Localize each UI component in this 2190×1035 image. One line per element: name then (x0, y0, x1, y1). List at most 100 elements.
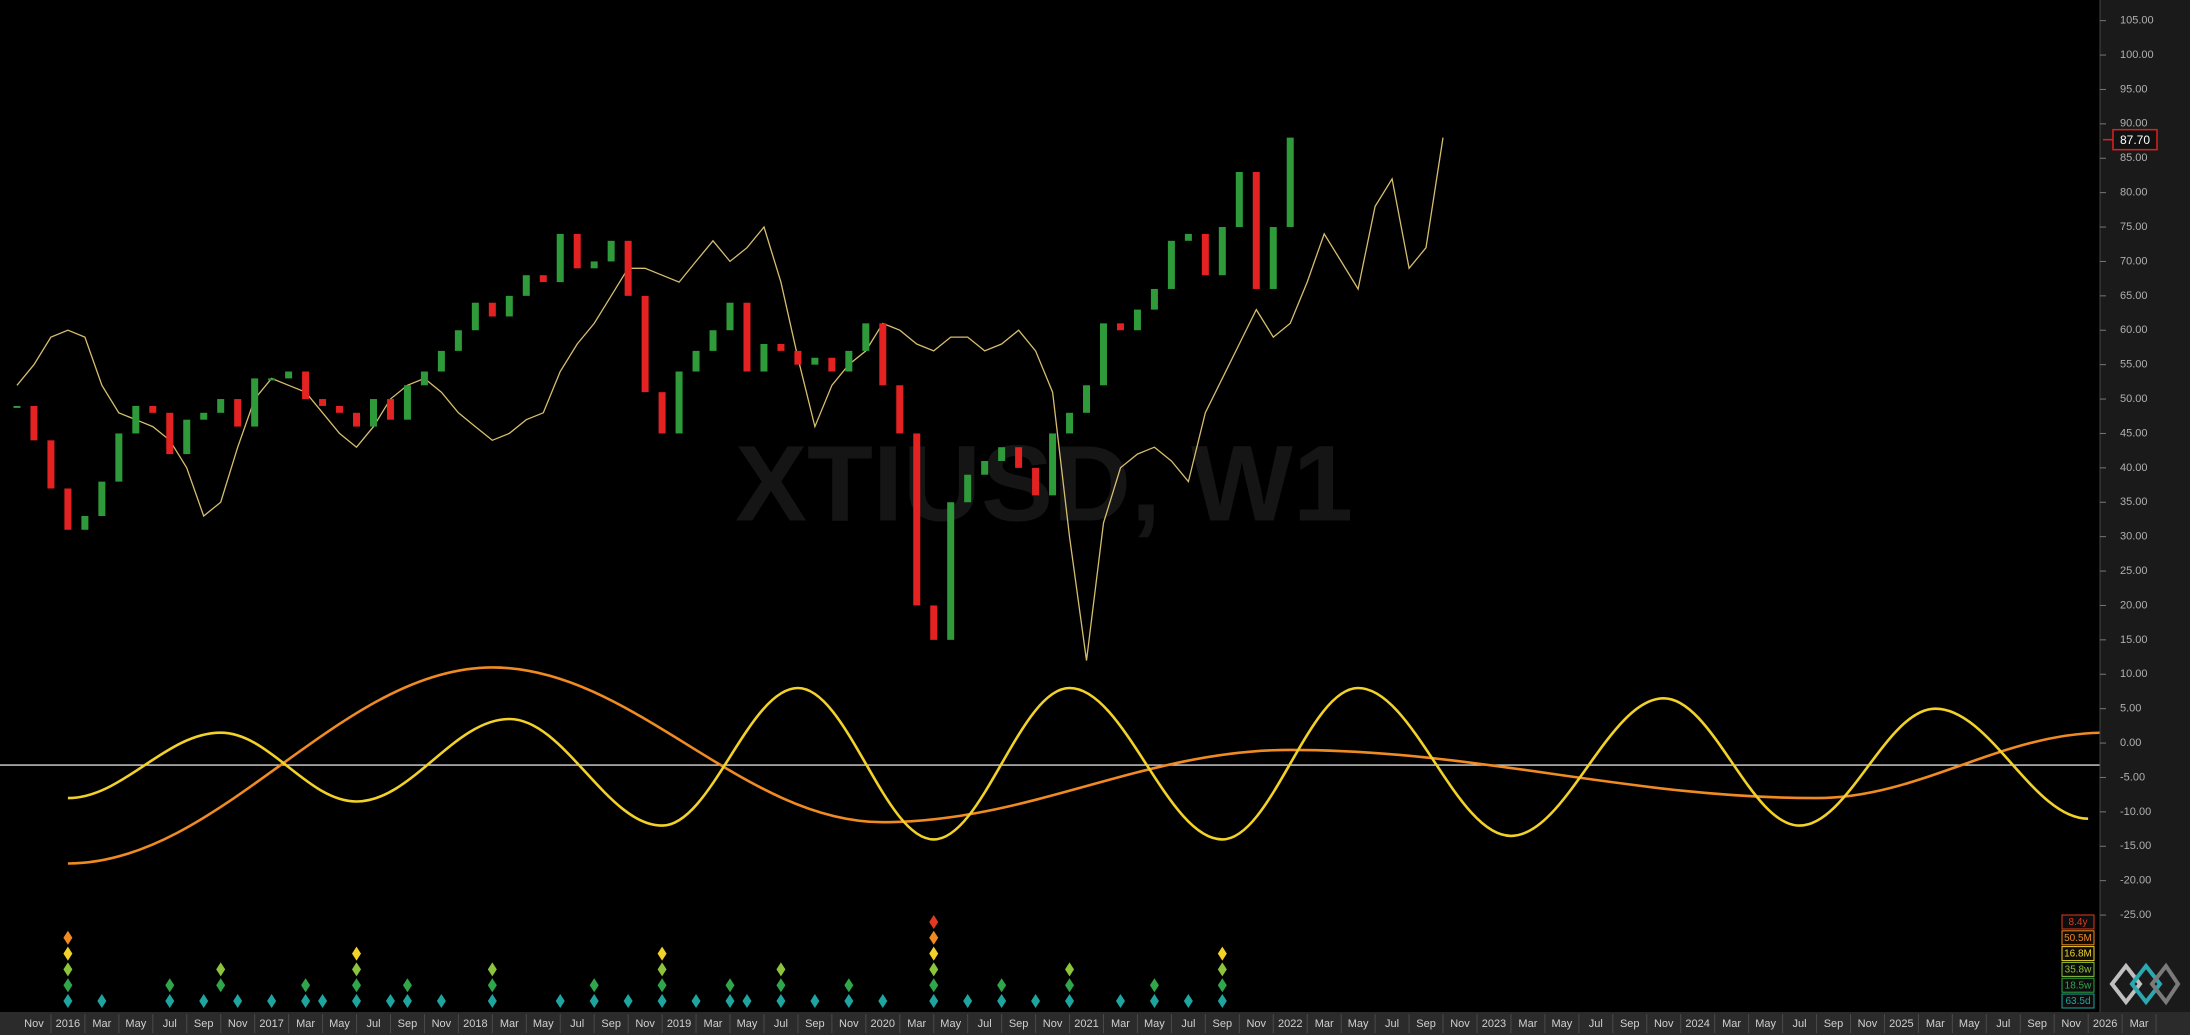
price-bar (132, 405, 140, 434)
x-tick-label: Nov (1654, 1018, 1674, 1030)
price-bar (607, 240, 615, 262)
price-bar (115, 433, 123, 482)
x-tick-label: Mar (907, 1018, 926, 1030)
y-axis: 105.00 100.00 95.00 90.00 85.00 80.00 75.00 70.… (2100, 15, 2158, 921)
price-bar (166, 412, 174, 455)
cycle-marker (199, 994, 209, 1008)
y-tick-label: 5.00 (2120, 703, 2141, 715)
cycle-marker (165, 994, 175, 1008)
price-bar (319, 399, 327, 406)
x-tick-label: Mar (1926, 1018, 1945, 1030)
x-tick-label: Mar (1111, 1018, 1130, 1030)
price-bar (437, 350, 445, 372)
y-tick-label: 80.00 (2120, 187, 2148, 199)
price-bar (64, 488, 72, 530)
price-bar (998, 447, 1006, 461)
x-tick-label: 2018 (463, 1018, 487, 1030)
x-tick-label: Jul (774, 1018, 788, 1030)
cycle-marker (997, 994, 1007, 1008)
x-tick-label: Jul (1385, 1018, 1399, 1030)
x-tick-label: 2023 (1482, 1018, 1506, 1030)
price-bar (471, 302, 479, 331)
cycle-marker (63, 946, 73, 961)
x-tick-label: May (1144, 1018, 1165, 1030)
y-tick-label: 10.00 (2120, 668, 2148, 680)
y-tick-label: 100.00 (2120, 49, 2154, 61)
legend-box (2061, 946, 2095, 962)
cycle-marker (725, 994, 735, 1008)
x-tick-label: 2026 (2093, 1018, 2117, 1030)
x-tick-label: May (125, 1018, 146, 1030)
cycle-marker (1217, 962, 1227, 977)
cycle-marker (963, 994, 973, 1008)
legend-label: 16.8M (2064, 949, 2092, 960)
logo-shape (2129, 962, 2163, 1006)
y-tick-label: 35.00 (2120, 496, 2148, 508)
cycle-marker (691, 994, 701, 1008)
price-bar (30, 405, 38, 441)
x-tick-label: Nov (1450, 1018, 1470, 1030)
x-tick-label: Nov (1858, 1018, 1878, 1030)
price-bar (1184, 233, 1192, 241)
legend-label: 35.8w (2065, 965, 2092, 976)
cycle-marker (1065, 978, 1075, 993)
cycle-marker (165, 978, 175, 993)
price-bar (1218, 227, 1226, 276)
legend-label: 18.5w (2065, 980, 2092, 991)
cycle-marker (1115, 994, 1125, 1008)
price-bar (369, 399, 377, 427)
cycle-marker (657, 978, 667, 993)
x-tick-label: May (533, 1018, 554, 1030)
x-tick-label: Sep (1213, 1018, 1233, 1030)
price-bar (285, 371, 293, 379)
price-bar (353, 412, 361, 427)
cycle-marker (742, 994, 752, 1008)
cycle-marker (301, 994, 311, 1008)
price-bar (862, 323, 870, 351)
y-tick-label: 45.00 (2120, 427, 2148, 439)
price-bar (964, 474, 972, 503)
x-tick-label: Sep (1416, 1018, 1436, 1030)
x-tick-label: Sep (1620, 1018, 1640, 1030)
cycle-marker (352, 978, 362, 993)
x-tick-label: Sep (398, 1018, 418, 1030)
cycle-marker (929, 994, 939, 1008)
cycle-legend: 8.4y 50.5M 16.8M 35.8w 18.5w 63.5d (2061, 914, 2095, 1009)
cycle-marker (589, 994, 599, 1008)
cycle-marker (402, 978, 412, 993)
x-tick-label: Nov (1043, 1018, 1063, 1030)
price-bar (302, 371, 310, 400)
price-bar (743, 302, 751, 372)
x-tick-label: 2016 (56, 1018, 80, 1030)
price-bar (777, 344, 785, 351)
price-bar (149, 405, 157, 413)
cycle-marker (844, 994, 854, 1008)
price-bar (13, 405, 21, 408)
y-tick-label: 90.00 (2120, 118, 2148, 130)
x-tick-label: May (737, 1018, 758, 1030)
price-bar (879, 323, 887, 386)
x-tick-label: May (1551, 1018, 1572, 1030)
price-bar (251, 378, 259, 427)
cycle-wave (67, 686, 2089, 841)
cycle-marker (929, 930, 939, 945)
x-tick-label: 2020 (871, 1018, 895, 1030)
y-tick-label: 20.00 (2120, 599, 2148, 611)
legend-box (2061, 961, 2095, 977)
y-tick-label: 65.00 (2120, 290, 2148, 302)
cycle-marker (1217, 994, 1227, 1008)
price-bar (811, 357, 819, 365)
cycle-marker (725, 978, 735, 993)
price-bar (658, 392, 666, 434)
price-bar (709, 330, 717, 351)
y-tick-label: -25.00 (2120, 909, 2151, 921)
cycle-marker (878, 994, 888, 1008)
price-bar (1066, 412, 1074, 434)
price-bar (81, 516, 89, 530)
x-tick-label: 2019 (667, 1018, 691, 1030)
cycle-marker (63, 978, 73, 993)
y-tick-label: -10.00 (2120, 806, 2151, 818)
cycle-marker (1149, 994, 1159, 1008)
price-bar (947, 502, 955, 640)
price-bar (624, 240, 632, 296)
